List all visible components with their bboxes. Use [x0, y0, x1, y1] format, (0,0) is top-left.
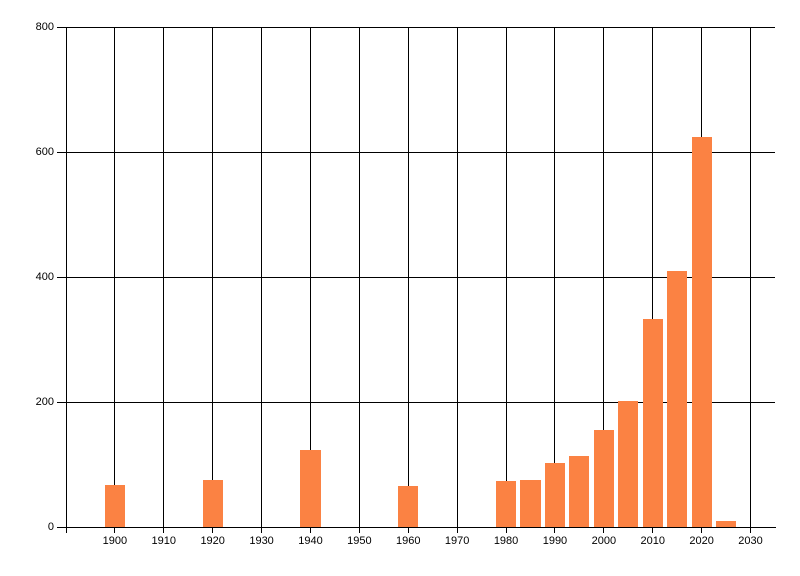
x-tick-1900: [114, 527, 116, 533]
bar-2015: [667, 270, 688, 527]
x-tick-1920: [212, 527, 214, 533]
x-tick-2000: [603, 527, 605, 533]
x-tick-label-1970: 1970: [444, 535, 470, 547]
bar-2020: [691, 137, 712, 527]
y-tick-label-800: 800: [35, 20, 54, 33]
y-axis-line: [66, 27, 67, 533]
x-tick-1910: [163, 527, 165, 533]
y-tick-200: [57, 401, 66, 403]
gridline-y-200: [66, 401, 775, 403]
y-tick-0: [57, 526, 66, 528]
x-tick-label-2030: 2030: [738, 535, 763, 547]
x-tick-label-1920: 1920: [200, 535, 225, 547]
bar-2010: [642, 318, 663, 527]
x-tick-label-1960: 1960: [396, 535, 421, 547]
bar-1985: [520, 479, 541, 527]
bar-1995: [569, 455, 590, 527]
x-tick-label-2020: 2020: [689, 535, 714, 547]
x-tick-2010: [652, 527, 654, 533]
x-tick-1960: [407, 527, 409, 533]
x-tick-label-1900: 1900: [102, 535, 128, 547]
bar-1990: [544, 462, 565, 527]
plot-area: [66, 26, 775, 527]
y-tick-label-200: 200: [35, 395, 54, 408]
bar-1940: [300, 450, 321, 527]
x-tick-label-1950: 1950: [347, 535, 372, 547]
x-tick-1990: [554, 527, 556, 533]
x-tick-label-1990: 1990: [542, 535, 568, 547]
y-tick-400: [57, 276, 66, 278]
gridline-y-600: [66, 151, 775, 153]
x-tick-2030: [750, 527, 752, 533]
y-tick-800: [57, 26, 66, 28]
bar-1960: [398, 486, 419, 527]
x-tick-1930: [261, 527, 263, 533]
y-tick-label-400: 400: [35, 270, 54, 283]
x-tick-1980: [505, 527, 507, 533]
x-tick-label-1940: 1940: [298, 535, 323, 547]
x-tick-1940: [309, 527, 311, 533]
bar-2005: [618, 401, 639, 527]
x-tick-label-2000: 2000: [591, 535, 617, 547]
x-tick-label-1910: 1910: [151, 535, 177, 547]
x-tick-label-1930: 1930: [249, 535, 274, 547]
bar-1980: [496, 481, 517, 527]
x-tick-label-2010: 2010: [640, 535, 665, 547]
x-tick-1950: [358, 527, 360, 533]
x-tick-label-1980: 1980: [493, 535, 519, 547]
y-tick-600: [57, 151, 66, 153]
x-tick-1970: [456, 527, 458, 533]
gridline-y-800: [66, 26, 775, 28]
bar-1920: [202, 479, 223, 527]
y-tick-label-600: 600: [35, 145, 54, 158]
gridline-y-400: [66, 276, 775, 278]
x-axis-line: [66, 527, 776, 528]
bar-1900: [104, 485, 125, 527]
bar-2000: [593, 430, 614, 527]
bar-2025: [716, 520, 737, 527]
y-tick-label-0: 0: [47, 520, 54, 533]
x-tick-2020: [701, 527, 703, 533]
